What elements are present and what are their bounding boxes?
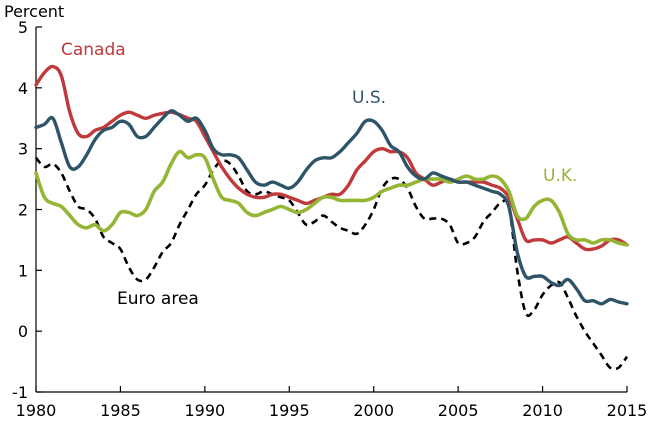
series-line-u-k (34, 149, 629, 247)
x-tick-label: 1995 (269, 401, 310, 420)
y-tick-label: 2 (18, 201, 28, 220)
x-tick-label: 1990 (184, 401, 225, 420)
y-tick-label: 4 (18, 79, 28, 98)
x-tick-label: 1980 (16, 401, 57, 420)
series-label-euro-area: Euro area (117, 289, 199, 309)
y-unit-label: Percent (4, 2, 64, 21)
series-line-canada (34, 64, 629, 252)
x-tick-label: 2005 (438, 401, 479, 420)
y-tick-label: 3 (18, 140, 28, 159)
series-label-us: U.S. (352, 88, 386, 108)
y-tick-label: -1 (12, 383, 28, 402)
x-tick-label: 1985 (100, 401, 141, 420)
series-layer (34, 64, 629, 371)
x-tick-label: 2000 (353, 401, 394, 420)
series-label-uk: U.K. (543, 166, 577, 186)
y-tick-label: 0 (18, 322, 28, 341)
y-tick-label: 5 (18, 18, 28, 37)
series-label-canada: Canada (61, 40, 126, 60)
series-line-euro-area (35, 156, 629, 371)
x-tick-label: 2010 (522, 401, 563, 420)
y-tick-label: 1 (18, 261, 28, 280)
x-tick-label: 2015 (607, 401, 648, 420)
series-line-u-s (34, 109, 629, 306)
